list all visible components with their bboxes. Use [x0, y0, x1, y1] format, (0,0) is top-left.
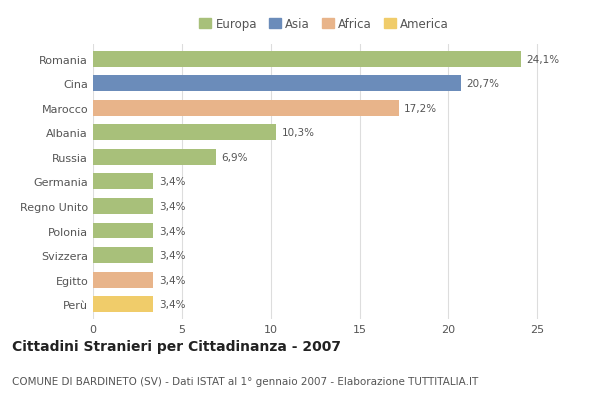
Bar	[93, 76, 461, 92]
Bar	[93, 198, 154, 214]
Bar	[93, 125, 276, 141]
Bar	[93, 101, 398, 117]
Legend: Europa, Asia, Africa, America: Europa, Asia, Africa, America	[199, 18, 449, 31]
Bar	[93, 52, 521, 67]
Text: 6,9%: 6,9%	[221, 153, 247, 162]
Text: 3,4%: 3,4%	[159, 202, 185, 211]
Text: 3,4%: 3,4%	[159, 177, 185, 187]
Text: 3,4%: 3,4%	[159, 250, 185, 261]
Text: 17,2%: 17,2%	[404, 103, 437, 114]
Text: 24,1%: 24,1%	[527, 55, 560, 65]
Text: COMUNE DI BARDINETO (SV) - Dati ISTAT al 1° gennaio 2007 - Elaborazione TUTTITAL: COMUNE DI BARDINETO (SV) - Dati ISTAT al…	[12, 376, 478, 387]
Text: Cittadini Stranieri per Cittadinanza - 2007: Cittadini Stranieri per Cittadinanza - 2…	[12, 339, 341, 353]
Text: 3,4%: 3,4%	[159, 299, 185, 309]
Text: 3,4%: 3,4%	[159, 275, 185, 285]
Text: 3,4%: 3,4%	[159, 226, 185, 236]
Text: 10,3%: 10,3%	[281, 128, 314, 138]
Bar	[93, 150, 215, 166]
Text: 20,7%: 20,7%	[466, 79, 499, 89]
Bar	[93, 272, 154, 288]
Bar	[93, 297, 154, 312]
Bar	[93, 223, 154, 239]
Bar	[93, 247, 154, 263]
Bar	[93, 174, 154, 190]
